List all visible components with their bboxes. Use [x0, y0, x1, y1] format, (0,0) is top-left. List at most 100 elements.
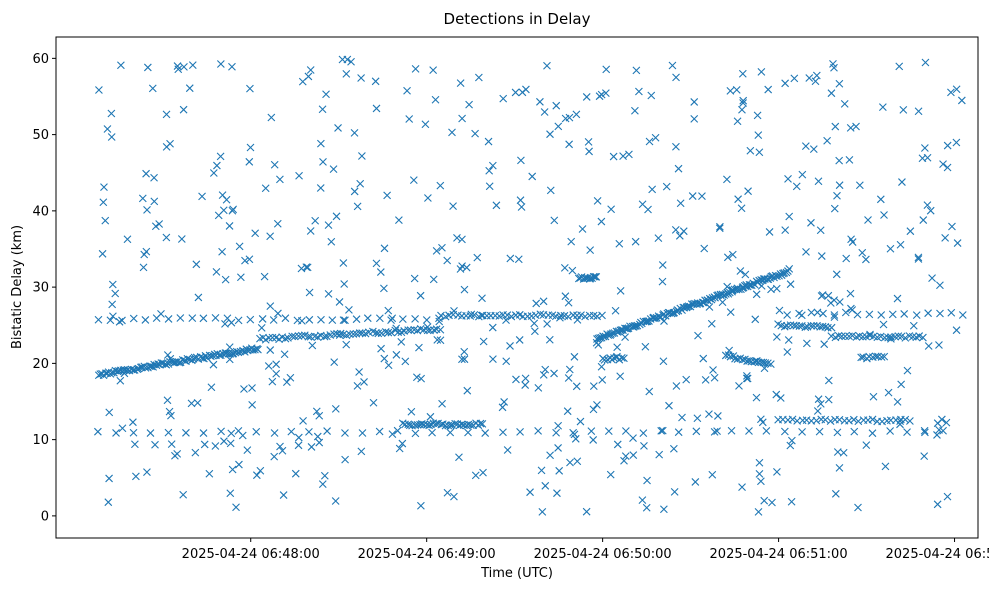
detection-point [478, 294, 486, 303]
detection-point [264, 362, 273, 370]
detection-point [270, 429, 279, 437]
detection-point [392, 324, 401, 333]
detection-point [654, 234, 663, 243]
detection-point [129, 314, 138, 323]
detection-point [280, 350, 289, 359]
detection-point [216, 60, 225, 68]
detection-point [118, 424, 127, 433]
detection-point [746, 146, 755, 155]
detection-point [209, 169, 218, 177]
detection-point [933, 431, 941, 439]
detection-point [272, 360, 281, 369]
detection-point [568, 266, 577, 275]
detection-point [411, 315, 419, 323]
detection-point [662, 182, 671, 191]
detection-point [297, 264, 306, 273]
detection-point [388, 430, 397, 438]
detection-point [914, 253, 923, 262]
detection-point [143, 63, 152, 72]
detection-point [785, 212, 794, 221]
detection-point [404, 326, 413, 334]
detection-point [257, 323, 266, 332]
detection-point [941, 233, 950, 242]
detection-point [543, 319, 552, 328]
detection-point [760, 364, 769, 373]
detection-point [631, 106, 639, 115]
detection-point [852, 122, 860, 131]
detection-point [738, 69, 747, 78]
detection-point [232, 503, 240, 512]
detection-point [266, 232, 275, 241]
y-tick-label: 20 [32, 357, 49, 372]
detection-point [458, 114, 466, 123]
detection-point [657, 426, 666, 435]
detection-point [219, 206, 228, 215]
detection-point [266, 346, 275, 354]
detection-point [781, 226, 790, 235]
detection-point [572, 382, 581, 391]
detection-point [743, 374, 752, 383]
detection-point [713, 427, 721, 436]
detection-point [783, 348, 792, 356]
detection-point [582, 93, 591, 101]
detection-point [705, 303, 714, 311]
detection-point [753, 111, 762, 120]
detection-point [887, 334, 895, 343]
detection-point [98, 249, 107, 258]
detection-point [143, 205, 151, 214]
detection-point [621, 324, 629, 333]
detection-point [570, 352, 579, 361]
detection-point [94, 315, 103, 324]
y-axis: 0 10 20 30 40 50 60 [32, 52, 56, 524]
detection-point [211, 442, 220, 450]
detection-point [783, 267, 792, 275]
detection-point [502, 357, 511, 366]
detection-point [857, 353, 866, 362]
detection-point [802, 339, 811, 348]
detection-point [880, 352, 889, 361]
detection-point [607, 205, 616, 214]
detection-point [813, 308, 822, 317]
detection-point [297, 331, 306, 340]
x-tick-label: 2025-04-24 06:51:00 [710, 547, 848, 562]
detection-point [786, 280, 795, 289]
detection-point [616, 326, 625, 335]
detection-point [371, 77, 380, 86]
detection-point [754, 508, 763, 516]
detection-point [388, 314, 397, 323]
detection-point [699, 298, 708, 307]
detection-point [272, 369, 281, 378]
detection-point [780, 322, 789, 331]
detection-point [199, 314, 208, 323]
detection-point [640, 441, 648, 450]
detection-point [238, 431, 247, 440]
detection-point [109, 312, 117, 321]
detection-point [764, 359, 772, 368]
detection-point [115, 317, 124, 326]
detection-point [294, 441, 303, 450]
detection-point [689, 300, 698, 309]
detection-point [600, 356, 609, 364]
detection-point [937, 415, 946, 424]
detection-point [352, 315, 361, 324]
detection-point [266, 302, 275, 311]
detection-point [893, 294, 902, 303]
detection-point [430, 326, 438, 334]
detection-point [787, 497, 796, 506]
x-tick-label: 2025-04-24 06:50:00 [534, 547, 672, 562]
detection-point [589, 436, 598, 444]
detection-point [248, 400, 257, 409]
detection-point [380, 284, 388, 293]
detection-point [511, 88, 520, 97]
detection-point [726, 87, 735, 95]
detection-point [416, 291, 425, 300]
detection-point [573, 315, 582, 324]
detection-point [642, 317, 651, 326]
detection-point [235, 242, 244, 251]
detection-point [894, 332, 903, 340]
detection-point [479, 468, 487, 477]
detection-point [234, 316, 243, 325]
detection-point [305, 427, 313, 436]
detection-point [604, 331, 613, 339]
detection-point [723, 175, 731, 184]
